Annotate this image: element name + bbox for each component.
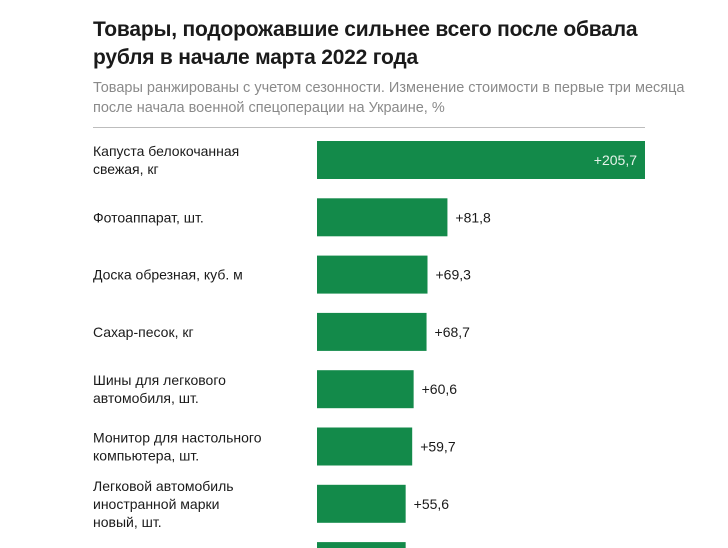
category-label-3-0: Сахар-песок, кг: [93, 324, 194, 340]
category-label-5-1: компьютера, шт.: [93, 448, 199, 464]
value-label-1: +81,8: [455, 209, 491, 225]
bar-0: [317, 141, 645, 179]
bar-5: [317, 427, 413, 466]
value-label-4: +60,6: [422, 381, 458, 397]
bar-partial: [317, 542, 406, 548]
category-label-0-0: Капуста белокочанная: [93, 143, 239, 159]
title-divider: [93, 127, 645, 128]
category-label-1-0: Фотоаппарат, шт.: [93, 209, 204, 225]
value-label-0: +205,7: [594, 152, 637, 168]
category-label-4-1: автомобиля, шт.: [93, 390, 199, 406]
category-label-4-0: Шины для легкового: [93, 372, 226, 388]
category-label-6-0: Легковой автомобиль: [93, 478, 234, 494]
chart-title: Товары, подорожавшие сильнее всего после…: [93, 18, 638, 69]
bar-1: [317, 198, 448, 237]
chart-subtitle: Товары ранжированы с учетом сезонности. …: [93, 80, 685, 116]
value-label-6: +55,6: [414, 496, 450, 512]
value-label-5: +59,7: [420, 439, 456, 455]
bar-3: [317, 312, 427, 351]
category-label-6-2: новый, шт.: [93, 514, 162, 530]
bar-4: [317, 370, 414, 409]
bar-2: [317, 255, 428, 294]
category-label-2-0: Доска обрезная, куб. м: [93, 267, 243, 283]
category-label-6-1: иностранной марки: [93, 496, 219, 512]
category-label-5-0: Монитор для настольного: [93, 430, 262, 446]
bar-6: [317, 484, 406, 523]
value-label-3: +68,7: [435, 324, 471, 340]
value-label-2: +69,3: [436, 267, 472, 283]
category-label-0-1: свежая, кг: [93, 161, 159, 177]
